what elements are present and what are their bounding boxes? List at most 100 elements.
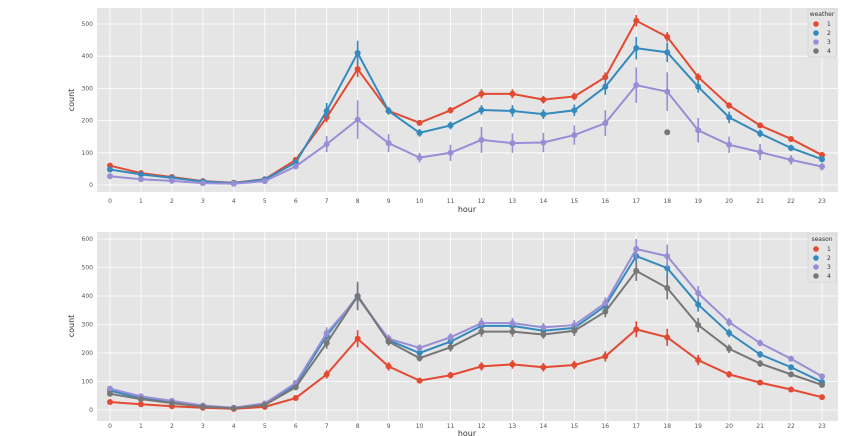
season-series-3-point xyxy=(788,355,795,362)
season-series-3-point xyxy=(695,290,702,297)
weather-series-2-point xyxy=(137,171,144,178)
season-series-1-point xyxy=(323,371,330,378)
weather-xtick-label: 8 xyxy=(356,198,360,205)
weather-ytick-label: 100 xyxy=(82,150,94,157)
weather-series-2-point xyxy=(107,166,113,173)
weather-xtick-label: 20 xyxy=(725,198,733,205)
weather-xtick-label: 10 xyxy=(416,198,424,205)
season-series-4-point xyxy=(385,338,392,345)
weather-series-2-point xyxy=(602,83,609,90)
season-series-1-point xyxy=(788,386,795,393)
season-series-4-line xyxy=(109,269,823,410)
season-ytick-label: 0 xyxy=(89,407,93,414)
weather-legend-label-2: 2 xyxy=(827,30,831,37)
weather-xtick-label: 0 xyxy=(108,198,112,205)
season-xtick-label: 22 xyxy=(787,423,795,430)
weather-xtick-label: 5 xyxy=(263,198,267,205)
weather-series-3-point xyxy=(757,149,764,156)
season-series-1-point xyxy=(509,361,516,368)
season-series-1-point xyxy=(633,326,640,333)
season-legend-box xyxy=(807,233,837,283)
season-series-1-point xyxy=(602,353,609,360)
weather-series-2-point xyxy=(788,144,795,151)
season-series-4-point xyxy=(261,401,268,408)
weather-series-1-point xyxy=(633,17,640,24)
season-series-2-point xyxy=(788,364,795,371)
season-xtick-label: 3 xyxy=(201,423,205,430)
weather-series-1-point xyxy=(447,107,454,114)
season-series-1-point xyxy=(385,363,392,370)
weather-ylabel: count xyxy=(67,89,76,112)
season-xtick-label: 9 xyxy=(387,423,391,430)
season-xtick-label: 13 xyxy=(509,423,517,430)
season-series-4-point xyxy=(168,400,175,407)
season-xtick-label: 20 xyxy=(725,423,733,430)
season-series-2-point xyxy=(757,351,764,358)
weather-series-1-point xyxy=(478,90,485,97)
season-series-4-point xyxy=(107,390,113,397)
weather-xtick-label: 7 xyxy=(325,198,329,205)
weather-series-3-line xyxy=(109,84,823,185)
season-legend: season 1 2 3 4 xyxy=(807,233,837,283)
weather-xtick-label: 19 xyxy=(694,198,702,205)
weather-series-3-point xyxy=(416,154,423,161)
weather-series-2-point xyxy=(385,107,392,114)
season-series-4-point xyxy=(664,285,671,292)
weather-series-1-point xyxy=(416,119,423,126)
weather-xtick-label: 12 xyxy=(478,198,486,205)
season-series-4-point xyxy=(819,381,825,388)
season-series-2-point xyxy=(726,330,733,337)
weather-xtick-label: 22 xyxy=(787,198,795,205)
weather-series-3-point xyxy=(664,88,671,95)
weather-legend-label-1: 1 xyxy=(827,21,831,28)
weather-series-2-point xyxy=(757,130,764,137)
weather-series-3-point xyxy=(230,180,237,187)
season-xtick-label: 8 xyxy=(356,423,360,430)
season-series-4-point xyxy=(788,371,795,378)
weather-legend-title: weather xyxy=(810,11,835,18)
season-xtick-label: 2 xyxy=(170,423,174,430)
season-legend-label-2: 2 xyxy=(827,255,831,262)
season-grid xyxy=(97,232,838,421)
season-series-3-point xyxy=(447,334,454,341)
weather-legend-marker-4 xyxy=(813,48,819,54)
season-series-3-point xyxy=(107,385,113,392)
season-ytick-label: 300 xyxy=(82,322,94,329)
weather-series-3-point xyxy=(540,139,547,146)
weather-series-3-point xyxy=(447,149,454,156)
season-series-3-point xyxy=(819,373,825,380)
weather-series-3-point xyxy=(323,141,330,148)
season-series xyxy=(107,239,825,412)
season-series-1-point xyxy=(540,364,547,371)
weather-legend-label-4: 4 xyxy=(827,48,831,55)
weather-legend-items: 1 2 3 4 xyxy=(813,21,831,55)
weather-xtick-label: 1 xyxy=(139,198,143,205)
season-xtick-label: 16 xyxy=(601,423,609,430)
weather-xlabel: hour xyxy=(458,205,477,214)
season-legend-label-1: 1 xyxy=(827,246,831,253)
season-series-3-point xyxy=(509,320,516,327)
season-series-4-point xyxy=(416,355,423,362)
season-series-2-point xyxy=(664,265,671,272)
weather-series-1-point xyxy=(509,90,516,97)
season-series-2-point xyxy=(416,350,423,356)
weather-plot-area xyxy=(97,8,838,192)
season-series-4-point xyxy=(137,396,144,403)
season-xtick-label: 7 xyxy=(325,423,329,430)
season-legend-label-3: 3 xyxy=(827,264,831,271)
season-series-1-point xyxy=(819,394,825,401)
weather-xtick-label: 21 xyxy=(756,198,764,205)
weather-legend-marker-1 xyxy=(813,21,819,27)
weather-ytick-label: 200 xyxy=(82,118,94,125)
weather-series-2-point xyxy=(726,114,733,121)
weather-series-3-point xyxy=(819,163,825,170)
season-series-4-point xyxy=(571,327,578,334)
season-ytick-label: 500 xyxy=(82,265,94,272)
season-series-4-point xyxy=(633,267,640,274)
weather-legend-marker-3 xyxy=(813,39,819,45)
season-ytick-label: 400 xyxy=(82,293,94,300)
season-series-1-point xyxy=(757,379,764,386)
weather-series-1-point xyxy=(602,74,609,81)
weather-xtick-label: 2 xyxy=(170,198,174,205)
